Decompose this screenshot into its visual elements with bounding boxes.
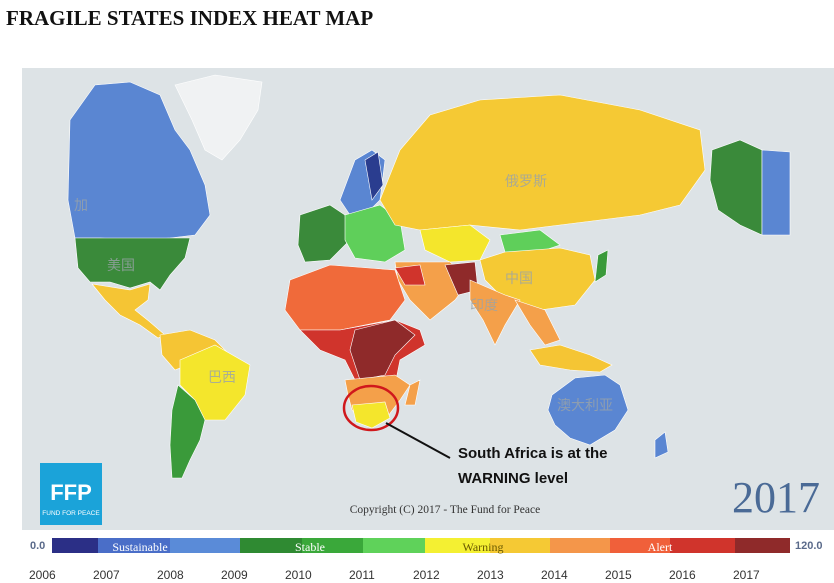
greenland <box>174 74 263 161</box>
timeline-year[interactable]: 2008 <box>157 568 184 582</box>
scale-max: 120.0 <box>795 540 823 552</box>
scale-segment <box>363 538 425 553</box>
scale-min: 0.0 <box>30 540 45 552</box>
map-label: 印度 <box>470 298 498 314</box>
yukon <box>761 149 791 236</box>
timeline-year[interactable]: 2011 <box>349 568 375 582</box>
eastern-europe <box>344 204 406 263</box>
timeline-year[interactable]: 2007 <box>93 568 120 582</box>
logo-mark: FFP <box>50 480 92 505</box>
scale-segment <box>490 538 550 553</box>
timeline-year[interactable]: 2014 <box>541 568 568 582</box>
indonesia <box>529 344 613 373</box>
highlight-circle <box>342 384 400 432</box>
annotation-text: WARNING level <box>458 470 568 487</box>
map-label: 澳大利亚 <box>557 398 613 414</box>
scale-label: Alert <box>648 540 673 554</box>
scale-segment <box>670 538 735 553</box>
map-label: 加 <box>74 198 88 214</box>
timeline-year[interactable]: 2010 <box>285 568 312 582</box>
annotation-text: South Africa is at the <box>458 445 607 462</box>
scale-segment <box>52 538 98 553</box>
map-year: 2017 <box>732 473 820 522</box>
timeline-year[interactable]: 2015 <box>605 568 632 582</box>
syria-iraq <box>394 264 426 286</box>
world-map <box>67 74 791 479</box>
madagascar <box>404 379 421 406</box>
timeline-year[interactable]: 2016 <box>669 568 696 582</box>
timeline-year[interactable]: 2017 <box>733 568 760 582</box>
scale-label: Warning <box>462 540 503 554</box>
scale-label: Sustainable <box>112 540 167 554</box>
scale-label: Stable <box>295 540 325 554</box>
scale-segment <box>735 538 790 553</box>
india <box>469 279 521 346</box>
copyright: Copyright (C) 2017 - The Fund for Peace <box>350 504 540 516</box>
sahel-horn <box>349 319 416 381</box>
map-label: 俄罗斯 <box>505 174 547 190</box>
timeline-year[interactable]: 2006 <box>29 568 56 582</box>
map-label: 美国 <box>107 258 135 274</box>
scale-segment <box>302 538 363 553</box>
china <box>479 247 596 311</box>
scale-segment <box>610 538 670 553</box>
alaska <box>709 139 763 236</box>
brazil <box>179 344 251 421</box>
southern-cone <box>169 384 206 479</box>
australia <box>547 374 629 446</box>
logo-name: FUND FOR PEACE <box>42 510 100 517</box>
timeline-year[interactable]: 2012 <box>413 568 440 582</box>
timeline-year[interactable]: 2009 <box>221 568 248 582</box>
south-africa <box>351 401 391 429</box>
scale-segment <box>170 538 240 553</box>
map-labels: 加 美国 俄罗斯 中国 印度 巴西 澳大利亚 <box>74 174 613 414</box>
annotation-line <box>385 422 451 459</box>
western-europe <box>297 204 351 263</box>
scale-segment <box>425 538 490 553</box>
scale-segment <box>98 538 170 553</box>
mexico <box>91 283 166 339</box>
japan <box>594 249 609 283</box>
north-africa <box>284 264 406 331</box>
map-label: 中国 <box>505 271 533 287</box>
united-states <box>74 237 191 291</box>
new-zealand <box>654 431 669 459</box>
color-scale: Sustainable Stable Warning Alert 0.0 120… <box>30 538 823 554</box>
logo <box>40 463 102 525</box>
finland <box>364 151 384 201</box>
scale-segment <box>240 538 302 553</box>
scale-segment <box>550 538 610 553</box>
southeast-asia <box>514 299 561 346</box>
timeline-year[interactable]: 2013 <box>477 568 504 582</box>
map-label: 巴西 <box>208 370 236 386</box>
page-title: FRAGILE STATES INDEX HEAT MAP <box>6 6 373 30</box>
timeline: 2006 2007 2008 2009 2010 2011 2012 2013 2014 2015… <box>29 568 760 582</box>
